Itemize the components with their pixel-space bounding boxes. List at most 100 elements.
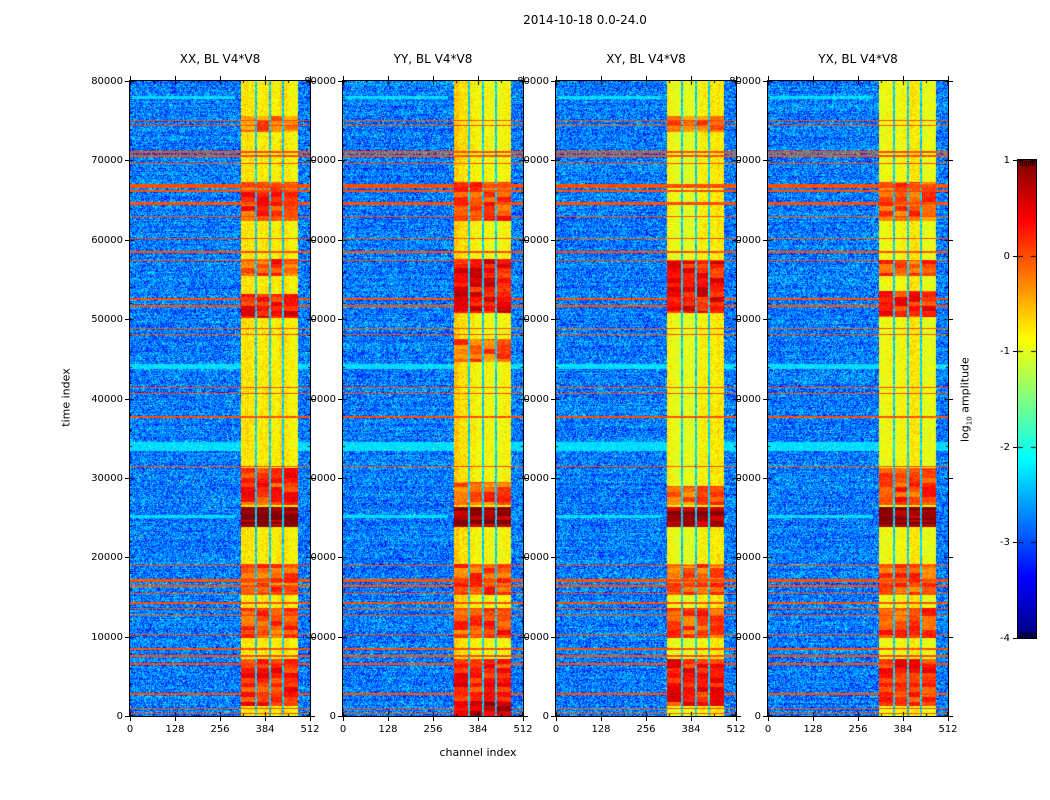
tick-mark xyxy=(310,717,311,721)
tick-mark xyxy=(311,160,315,161)
tick-mark xyxy=(551,240,555,241)
colorbar-tick-mark xyxy=(1013,160,1017,161)
colorbar-tick-mark xyxy=(1013,542,1017,543)
y-tick-label: 30000 xyxy=(304,473,336,484)
tick-mark xyxy=(338,716,342,717)
tick-mark xyxy=(125,240,129,241)
tick-mark xyxy=(949,637,953,638)
tick-mark xyxy=(903,76,904,80)
colorbar-label-rest: amplitude xyxy=(958,357,972,417)
x-tick-label: 512 xyxy=(300,724,320,735)
tick-mark xyxy=(338,637,342,638)
tick-mark xyxy=(265,717,266,721)
tick-mark xyxy=(523,717,524,721)
colorbar xyxy=(1017,159,1037,639)
tick-mark xyxy=(858,717,859,721)
x-tick-label: 256 xyxy=(423,724,443,735)
tick-mark xyxy=(601,76,602,80)
tick-mark xyxy=(265,76,266,80)
figure-title: 2014-10-18 0.0-24.0 xyxy=(523,13,647,27)
tick-mark xyxy=(737,160,741,161)
tick-mark xyxy=(524,557,528,558)
tick-mark xyxy=(125,399,129,400)
y-tick-label: 20000 xyxy=(91,552,123,563)
tick-mark xyxy=(737,557,741,558)
colorbar-label-prefix: log xyxy=(958,425,972,442)
y-tick-label: 50000 xyxy=(304,314,336,325)
tick-mark xyxy=(949,478,953,479)
tick-mark xyxy=(311,478,315,479)
tick-mark xyxy=(813,717,814,721)
y-tick-label: 50000 xyxy=(517,314,549,325)
tick-mark xyxy=(524,240,528,241)
x-tick-label: 0 xyxy=(764,724,772,735)
tick-mark xyxy=(220,76,221,80)
colorbar-tick-mark xyxy=(1013,256,1017,257)
tick-mark xyxy=(125,160,129,161)
tick-mark xyxy=(737,716,741,717)
tick-mark xyxy=(524,399,528,400)
tick-mark xyxy=(768,76,769,80)
tick-mark xyxy=(949,319,953,320)
tick-mark xyxy=(125,478,129,479)
tick-mark xyxy=(737,240,741,241)
y-tick-label: 60000 xyxy=(517,235,549,246)
tick-mark xyxy=(903,717,904,721)
tick-mark xyxy=(524,81,528,82)
tick-mark xyxy=(763,399,767,400)
tick-mark xyxy=(524,160,528,161)
tick-mark xyxy=(125,319,129,320)
x-tick-label: 256 xyxy=(848,724,868,735)
tick-mark xyxy=(551,716,555,717)
y-tick-label: 70000 xyxy=(517,155,549,166)
x-tick-label: 384 xyxy=(468,724,488,735)
tick-mark xyxy=(130,76,131,80)
tick-mark xyxy=(763,160,767,161)
tick-mark xyxy=(338,399,342,400)
y-tick-label: 0 xyxy=(329,711,336,722)
x-tick-label: 256 xyxy=(636,724,656,735)
tick-mark xyxy=(130,717,131,721)
tick-mark xyxy=(763,478,767,479)
y-tick-label: 60000 xyxy=(729,235,761,246)
tick-mark xyxy=(949,81,953,82)
tick-mark xyxy=(338,319,342,320)
y-tick-label: 40000 xyxy=(91,394,123,405)
colorbar-tick-label: 1 xyxy=(1003,155,1010,166)
tick-mark xyxy=(125,81,129,82)
y-tick-label: 50000 xyxy=(91,314,123,325)
y-tick-label: 0 xyxy=(116,711,123,722)
tick-mark xyxy=(220,717,221,721)
tick-mark xyxy=(646,717,647,721)
y-tick-label: 80000 xyxy=(304,76,336,87)
tick-mark xyxy=(388,76,389,80)
tick-mark xyxy=(388,717,389,721)
y-tick-label: 40000 xyxy=(517,394,549,405)
x-tick-label: 256 xyxy=(210,724,230,735)
tick-mark xyxy=(311,716,315,717)
tick-mark xyxy=(646,76,647,80)
tick-mark xyxy=(949,557,953,558)
tick-mark xyxy=(691,717,692,721)
panel-title-2: YY, BL V4*V8 xyxy=(393,52,473,66)
tick-mark xyxy=(556,76,557,80)
tick-mark xyxy=(556,717,557,721)
tick-mark xyxy=(311,319,315,320)
tick-mark xyxy=(310,76,311,80)
y-tick-label: 30000 xyxy=(517,473,549,484)
panel-title-3: XY, BL V4*V8 xyxy=(606,52,686,66)
x-tick-label: 128 xyxy=(165,724,185,735)
x-tick-label: 128 xyxy=(803,724,823,735)
y-tick-label: 50000 xyxy=(729,314,761,325)
y-tick-label: 60000 xyxy=(304,235,336,246)
y-tick-label: 40000 xyxy=(304,394,336,405)
tick-mark xyxy=(338,557,342,558)
tick-mark xyxy=(949,240,953,241)
tick-mark xyxy=(433,717,434,721)
tick-mark xyxy=(551,81,555,82)
tick-mark xyxy=(691,76,692,80)
tick-mark xyxy=(949,160,953,161)
colorbar-tick-label: 0 xyxy=(1003,251,1010,262)
tick-mark xyxy=(311,81,315,82)
tick-mark xyxy=(551,557,555,558)
